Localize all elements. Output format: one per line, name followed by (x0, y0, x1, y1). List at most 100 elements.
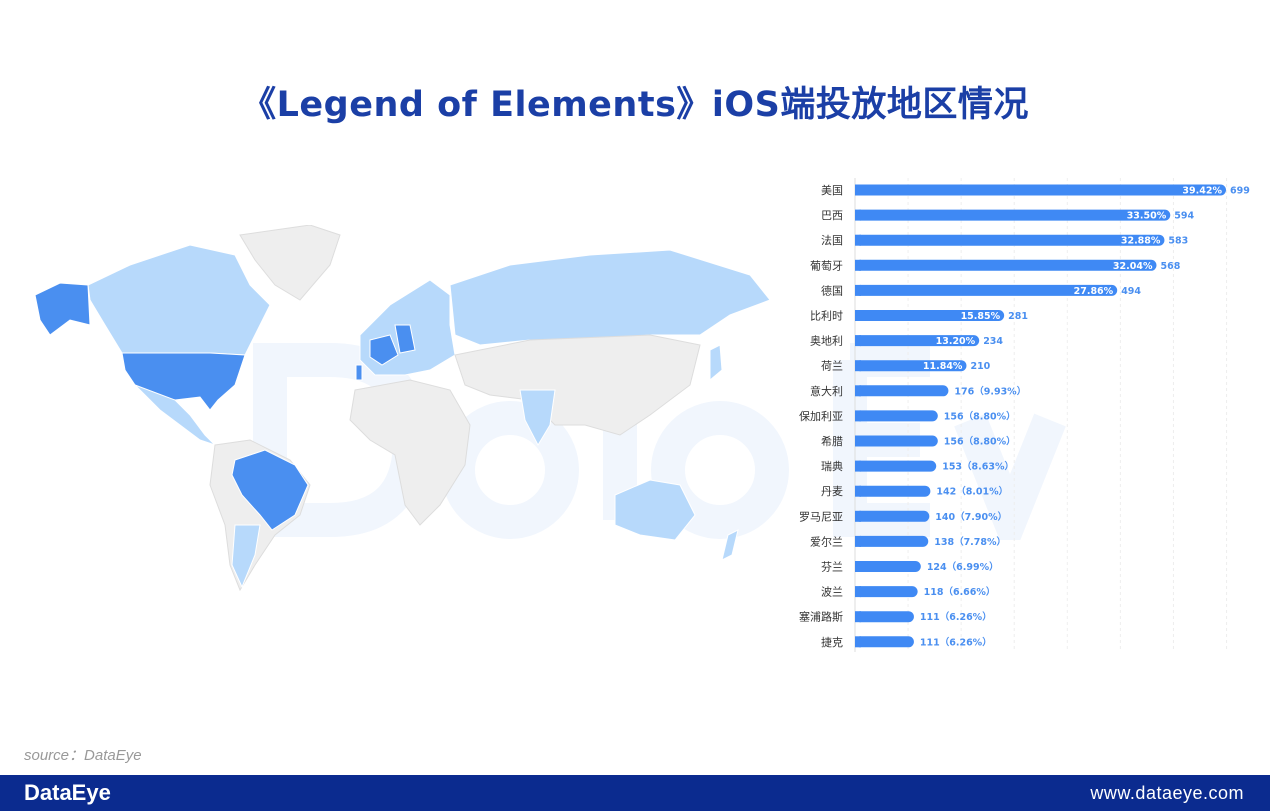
map-region-alaska (34, 282, 91, 336)
bar (855, 611, 914, 623)
bar-percent-label: 39.42% (1182, 186, 1222, 197)
bar (855, 535, 929, 547)
bar-value-label: 176（9.93%） (954, 385, 1026, 397)
bar-base (855, 485, 861, 497)
category-label: 葡萄牙 (810, 259, 843, 272)
category-label: 波兰 (821, 586, 843, 599)
map-region-germany (394, 324, 416, 354)
bar (855, 460, 937, 472)
bar (855, 184, 1226, 196)
map-region-africa (349, 379, 471, 526)
bar-percent-label: 33.50% (1127, 211, 1167, 222)
bar-percent-label: 32.88% (1121, 236, 1161, 247)
bar (855, 410, 938, 422)
bar-value-label: 494 (1121, 286, 1141, 297)
map-region-new-zealand (721, 529, 739, 561)
bar-base (855, 209, 861, 221)
map-region-india (519, 389, 556, 447)
category-label: 美国 (821, 184, 843, 197)
bar-value-label: 118（6.66%） (924, 586, 996, 598)
category-label: 希腊 (821, 434, 843, 448)
bar-percent-label: 27.86% (1074, 286, 1114, 297)
bar-value-label: 281 (1008, 311, 1028, 322)
category-label: 保加利亚 (799, 409, 843, 423)
bar-value-label: 138（7.78%） (934, 536, 1006, 548)
footer-url[interactable]: www.dataeye.com (1090, 783, 1244, 803)
bar-value-label: 699 (1230, 186, 1250, 197)
bar-value-label: 568 (1160, 261, 1180, 272)
bar (855, 234, 1165, 246)
map-region-greenland (239, 225, 341, 301)
bar-base (855, 234, 861, 246)
bar-value-label: 156（8.80%） (944, 410, 1016, 422)
bar (855, 284, 1118, 296)
bar-percent-label: 15.85% (961, 311, 1001, 322)
category-label: 芬兰 (821, 561, 843, 574)
map-region-asia (454, 334, 701, 436)
bar (855, 586, 918, 598)
bar-value-label: 594 (1174, 211, 1194, 222)
category-label: 法国 (821, 233, 843, 247)
bar-percent-label: 32.04% (1113, 261, 1153, 272)
footer-logo: DataEye (24, 780, 111, 805)
bar-base (855, 385, 861, 397)
bar-value-label: 124（6.99%） (927, 561, 999, 573)
bar-base (855, 636, 861, 648)
bar-base (855, 611, 861, 623)
map-region-canada (87, 244, 271, 356)
map-region-usa (121, 352, 246, 411)
bar-base (855, 184, 861, 196)
bar-chart: 美国 39.42% 699 巴西 33.50% 594 法国 32.88% 583 葡萄牙 32.0… (799, 178, 1250, 652)
category-label: 瑞典 (821, 459, 843, 473)
bar (855, 310, 1005, 321)
category-label: 意大利 (810, 384, 843, 398)
bar-value-label: 111（6.26%） (920, 611, 992, 623)
bar-base (855, 410, 861, 422)
bar-base (855, 335, 861, 347)
category-label: 巴西 (821, 209, 843, 222)
world-map (34, 225, 771, 592)
bar (855, 385, 949, 397)
bar (855, 510, 930, 522)
bar-percent-label: 13.20% (936, 336, 976, 347)
source-note: source：DataEye (24, 747, 142, 764)
map-region-argentina (231, 524, 261, 589)
bar-value-label: 140（7.90%） (935, 511, 1007, 523)
map-region-france (369, 334, 399, 366)
map-region-portugal (355, 364, 363, 381)
page-title: 《Legend of Elements》iOS端投放地区情况 (241, 85, 1029, 125)
bar-base (855, 561, 861, 572)
bar-base (855, 435, 861, 447)
bar (855, 360, 967, 372)
map-region-russia (449, 249, 771, 346)
bar-value-label: 111（6.26%） (920, 636, 992, 648)
bar-base (855, 510, 861, 522)
footer-bar: DataEye www.dataeye.com (0, 775, 1270, 811)
category-label: 比利时 (810, 310, 843, 323)
category-label: 荷兰 (821, 360, 843, 373)
bar-value-label: 153（8.63%） (942, 461, 1014, 473)
category-label: 丹麦 (821, 485, 843, 498)
bar-value-label: 583 (1168, 236, 1188, 247)
category-label: 爱尔兰 (810, 535, 843, 548)
bar-value-label: 210 (970, 361, 990, 372)
bar (855, 209, 1171, 221)
category-label: 罗马尼亚 (799, 510, 843, 523)
bar (855, 636, 914, 648)
bar-base (855, 535, 861, 547)
bar (855, 485, 931, 497)
bar-base (855, 460, 861, 472)
bar (855, 435, 938, 447)
category-label: 德国 (821, 283, 843, 297)
bar-base (855, 586, 861, 598)
bar-value-label: 142（8.01%） (936, 486, 1008, 498)
bar-base (855, 360, 861, 372)
bar-percent-label: 11.84% (923, 361, 963, 372)
bar (855, 561, 921, 572)
category-label: 塞浦路斯 (799, 610, 843, 624)
map-region-brazil (231, 449, 309, 531)
bar-value-label: 234 (983, 336, 1003, 347)
bar-base (855, 284, 861, 296)
bar-base (855, 259, 861, 271)
bar (855, 335, 980, 347)
